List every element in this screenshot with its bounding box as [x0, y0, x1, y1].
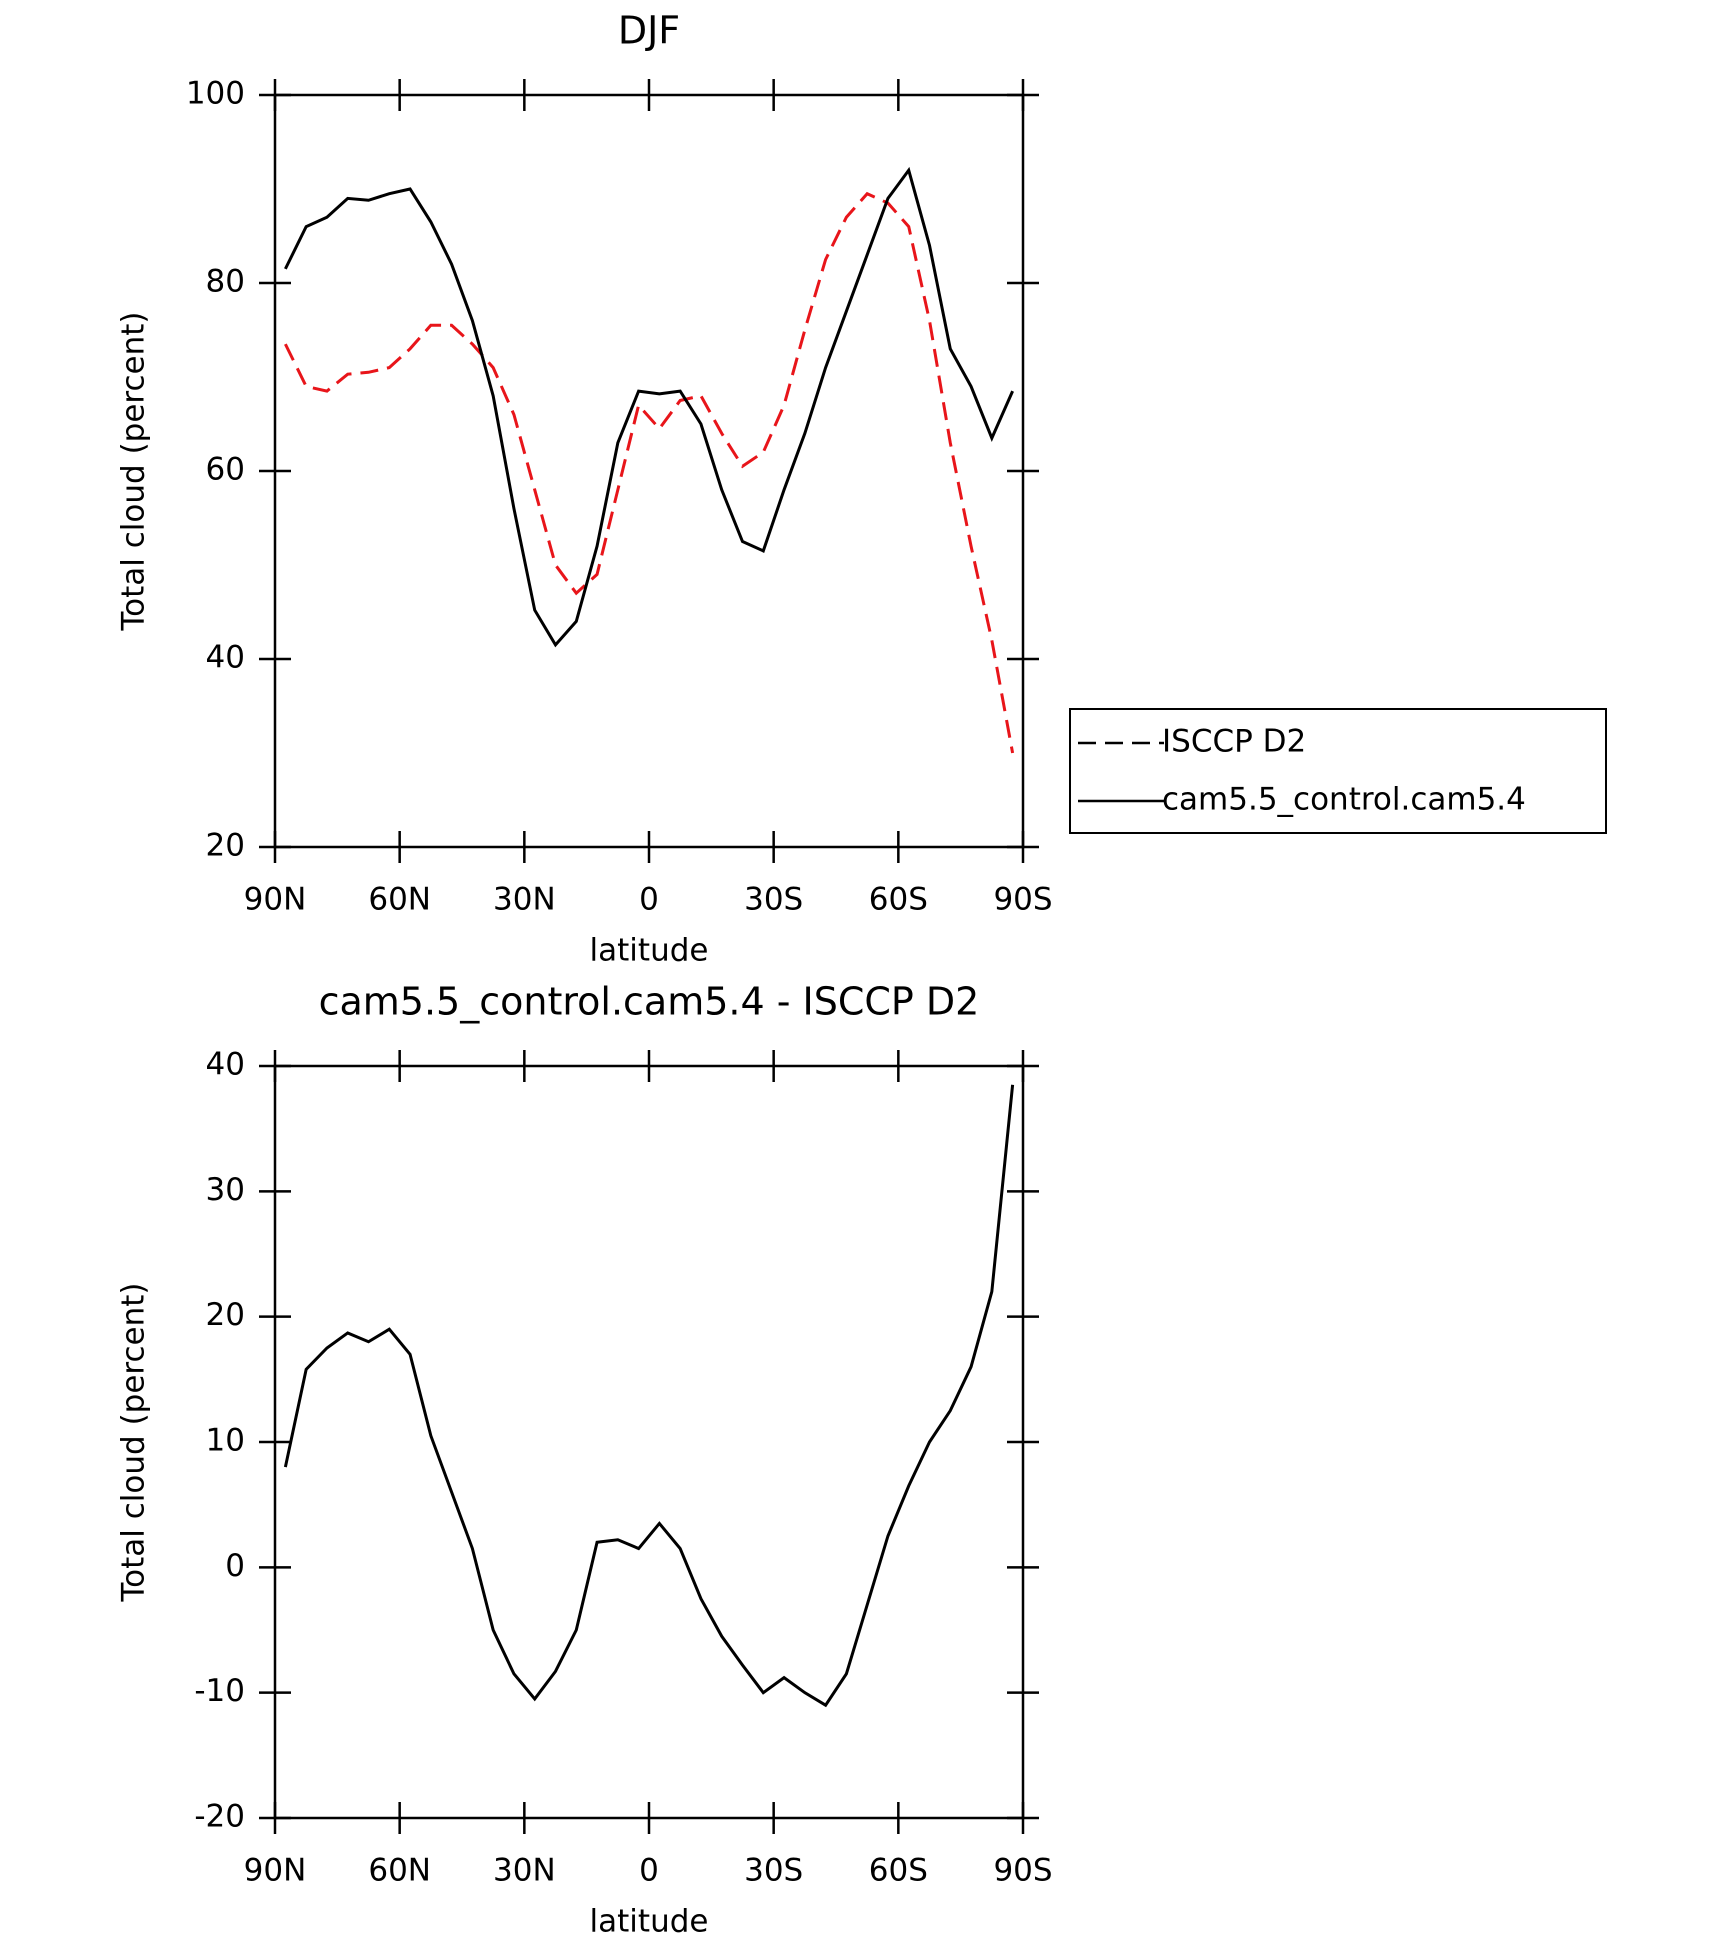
x-tick-label: 90N: [244, 1853, 307, 1889]
x-tick-label: 30N: [493, 882, 556, 918]
x-tick-label: 60S: [869, 882, 928, 918]
x-tick-label: 90N: [244, 882, 307, 918]
data-line: [284, 191, 1015, 754]
data-line: [284, 166, 1014, 648]
x-axis-label: latitude: [590, 1904, 709, 1939]
y-tick-label: 10: [206, 1423, 245, 1459]
x-tick-label: 90S: [993, 882, 1052, 918]
y-tick-label: 60: [206, 452, 245, 488]
plot-frame: [273, 1064, 1025, 1820]
legend-label: ISCCP D2: [1162, 724, 1306, 760]
y-tick-label: 40: [206, 1047, 245, 1083]
chart-title: cam5.5_control.cam5.4 - ISCCP D2: [319, 980, 980, 1024]
y-axis-label: Total cloud (percent): [116, 312, 152, 632]
x-tick-label: 90S: [993, 1853, 1052, 1889]
x-tick-label: 60S: [869, 1853, 928, 1889]
x-tick-label: 30N: [493, 1853, 556, 1889]
x-tick-label: 60N: [368, 1853, 431, 1889]
legend-box: [1069, 708, 1607, 834]
y-tick-label: 20: [206, 828, 245, 864]
chart: cam5.5_control.cam5.4 - ISCCP D2 latitude…: [116, 980, 1053, 1939]
y-tick-label: 100: [186, 76, 245, 112]
y-tick-label: 80: [206, 264, 245, 300]
y-tick-label: -10: [194, 1673, 245, 1709]
x-tick-label: 60N: [368, 882, 431, 918]
legend-label: cam5.5_control.cam5.4: [1162, 782, 1526, 818]
y-tick-label: 0: [225, 1548, 245, 1584]
x-tick-label: 30S: [744, 1853, 803, 1889]
y-axis-label: Total cloud (percent): [116, 1283, 152, 1603]
x-tick-label: 30S: [744, 882, 803, 918]
y-tick-label: 30: [206, 1172, 245, 1208]
x-tick-label: 0: [639, 1853, 659, 1889]
chart-title: DJF: [618, 9, 680, 53]
x-tick-label: 0: [639, 882, 659, 918]
x-axis-label: latitude: [590, 933, 709, 969]
y-tick-label: -20: [194, 1799, 245, 1835]
chart: DJF latitude Total cloud (percent) 20 40 60 80…: [116, 9, 1607, 969]
plot-frame: [273, 93, 1025, 849]
y-tick-label: 40: [206, 640, 245, 676]
data-line: [283, 1084, 1015, 1708]
y-tick-label: 20: [206, 1297, 245, 1333]
